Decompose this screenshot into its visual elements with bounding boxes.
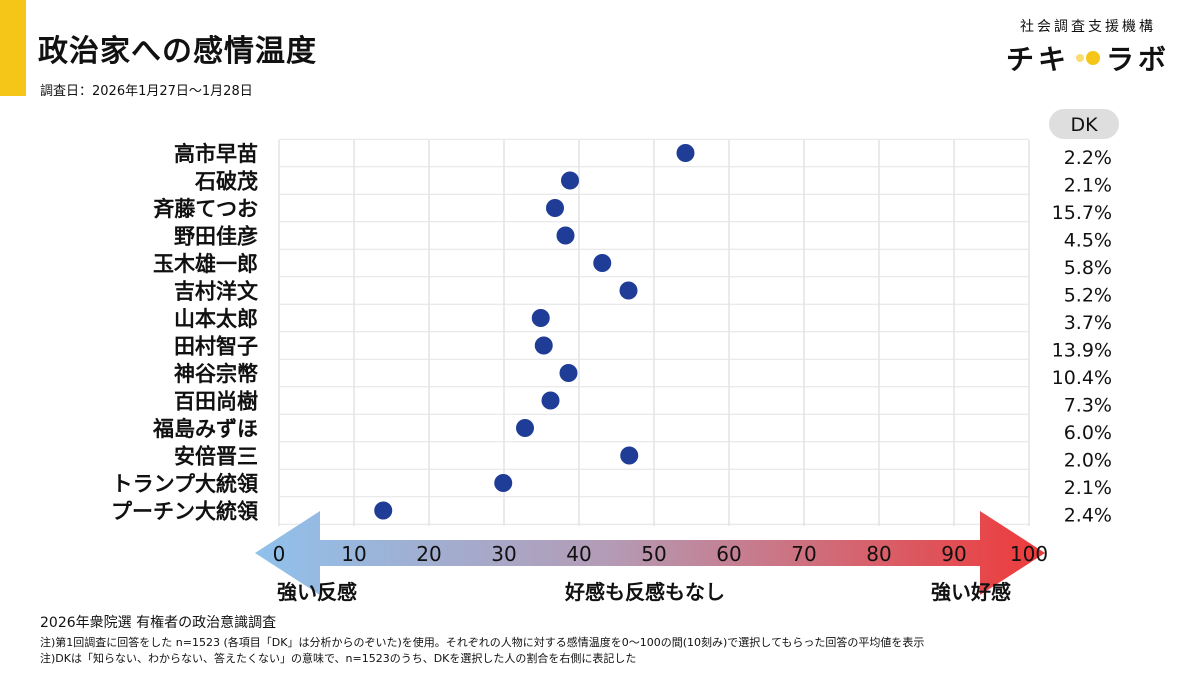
data-point — [541, 391, 560, 410]
dk-value: 2.1% — [1064, 175, 1112, 197]
dk-header: DK — [1070, 114, 1098, 136]
page-title: 政治家への感情温度 — [38, 34, 317, 69]
dk-value: 2.2% — [1064, 147, 1112, 169]
politician-name: トランプ大統領 — [112, 472, 259, 496]
footnote-1: 注)第1回調査に回答をした n=1523 (各項目「DK」は分析からのぞいた)を… — [40, 636, 925, 649]
data-point — [620, 446, 639, 465]
x-tick-label: 20 — [416, 542, 441, 566]
data-point — [494, 474, 513, 492]
dk-value: 3.7% — [1064, 312, 1112, 334]
data-point — [676, 144, 695, 162]
data-point — [516, 419, 534, 437]
accent-bar — [0, 0, 26, 96]
politician-name: 斉藤てつお — [153, 197, 258, 221]
scale-label-center: 好感も反感もなし — [564, 580, 725, 604]
brand-logo-left: チキ — [1005, 43, 1070, 76]
x-tick-label: 50 — [641, 542, 666, 566]
politician-name: 田村智子 — [174, 335, 258, 359]
dk-value: 5.2% — [1064, 285, 1112, 307]
x-tick-label: 0 — [273, 542, 286, 566]
x-tick-label: 90 — [941, 542, 966, 566]
dk-value: 5.8% — [1064, 257, 1112, 279]
dk-value: 13.9% — [1052, 340, 1112, 362]
x-tick-label: 60 — [716, 542, 741, 566]
footer: 2026年衆院選 有権者の政治意識調査 注)第1回調査に回答をした n=1523… — [40, 612, 924, 667]
scale-label-right: 強い好感 — [931, 580, 1011, 604]
politician-name: 高市早苗 — [174, 142, 258, 166]
politician-name: 石破茂 — [194, 170, 258, 194]
politician-name: プーチン大統領 — [111, 500, 259, 524]
x-tick-label: 40 — [566, 542, 591, 566]
politician-name: 安倍晋三 — [174, 445, 258, 469]
dk-value: 2.4% — [1064, 505, 1112, 527]
x-tick-label: 80 — [866, 542, 891, 566]
politician-name: 山本太郎 — [174, 307, 258, 331]
politician-name: 百田尚樹 — [174, 390, 258, 414]
politician-name: 野田佳彦 — [174, 225, 258, 249]
data-point — [531, 309, 550, 327]
dk-value: 4.5% — [1064, 230, 1112, 252]
politician-name: 神谷宗幣 — [174, 362, 258, 386]
x-tick-label: 100 — [1010, 542, 1048, 566]
dk-value: 2.0% — [1064, 450, 1112, 472]
data-point — [559, 364, 578, 382]
data-point — [374, 501, 393, 520]
data-point — [561, 171, 579, 190]
x-tick-label: 70 — [791, 542, 816, 566]
politician-name: 玉木雄一郎 — [153, 252, 258, 276]
scale-label-left: 強い反感 — [277, 580, 357, 604]
brand-logo: 社会調査支援機構 チキ ラボ — [1006, 16, 1170, 78]
survey-name: 2026年衆院選 有権者の政治意識調査 — [40, 615, 277, 631]
dk-header-pill — [1049, 109, 1119, 139]
x-tick-label: 10 — [341, 542, 366, 566]
survey-date: 調査日：2026年1月27日～1月28日 — [40, 84, 253, 99]
politician-name: 吉村洋文 — [174, 280, 259, 304]
dk-value: 2.1% — [1064, 477, 1112, 499]
lightbulb-icon — [1075, 51, 1100, 65]
dk-value: 10.4% — [1052, 367, 1112, 389]
footnote-2: 注)DKは「知らない、わからない、答えたくない」の意味で、n=1523のうち、D… — [40, 652, 637, 665]
x-tick-label: 30 — [491, 542, 516, 566]
data-point — [556, 226, 575, 245]
data-point — [546, 199, 564, 217]
dk-value: 7.3% — [1064, 395, 1112, 417]
brand-logo-right: ラボ — [1105, 43, 1170, 76]
data-point — [593, 254, 612, 272]
brand-org: 社会調査支援機構 — [1019, 19, 1156, 35]
politician-name: 福島みずほ — [152, 417, 258, 441]
dk-value: 15.7% — [1052, 202, 1112, 224]
brand-wordmark: チキ ラボ — [1006, 38, 1170, 78]
scale-arrow — [255, 511, 1045, 595]
data-point — [534, 336, 553, 355]
dk-value: 6.0% — [1064, 422, 1112, 444]
data-point — [619, 281, 638, 300]
